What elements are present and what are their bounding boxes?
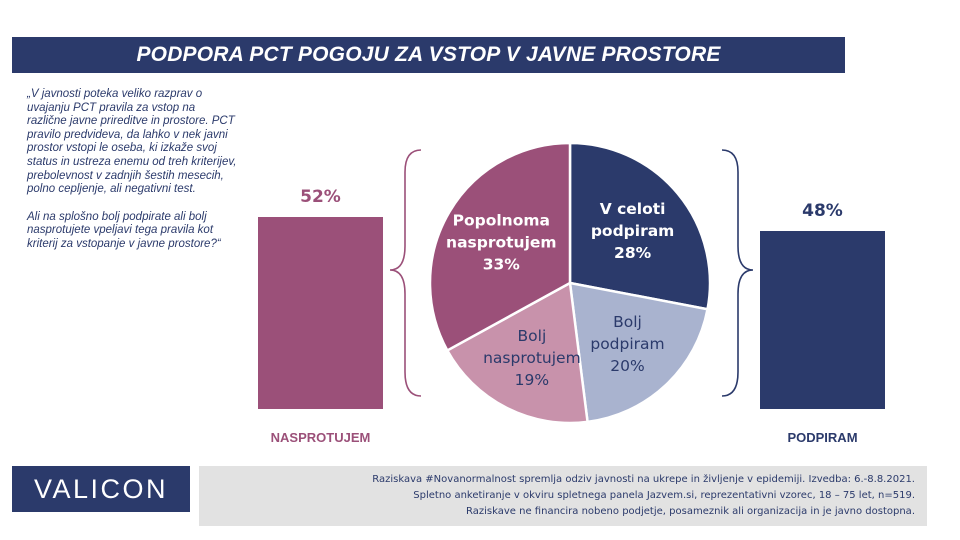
bar-value-label-podpiram: 48% (802, 201, 843, 222)
pie-chart: V celoti podpiram 28% Bolj podpiram 20%Bolj na… (428, 141, 712, 425)
pie-label-bolj-podpiram: Bolj podpiram 20% (590, 313, 664, 375)
question-paragraph-2: Ali na splošno bolj podpirate ali bolj n… (27, 210, 221, 250)
footer-note: Raziskava #Novanormalnost spremlja odziv… (199, 466, 927, 526)
bar-podpiram (760, 231, 885, 409)
footer-line-2: Spletno anketiranje v okviru spletnega p… (413, 490, 915, 501)
right-brace-icon (721, 149, 754, 397)
pie-label-bolj-nasprotujem: Bolj nasprotujem 19% (483, 327, 581, 389)
pie-label-v-celoti-podpiram: V celoti podpiram 28% (591, 200, 675, 262)
pie-slice-v-celoti-podpiram (568, 141, 712, 311)
pie-slice-popolnoma-nasprotujem (428, 141, 572, 353)
category-label-nasprotujem: NASPROTUJEM (270, 430, 371, 445)
bar-value-label-nasprotujem: 52% (300, 186, 341, 207)
question-paragraph-1: „V javnosti poteka veliko razprav o uvaj… (27, 88, 237, 196)
pie-slice-bolj-nasprotujem (445, 281, 589, 425)
footer-line-1: Raziskava #Novanormalnost spremlja odziv… (372, 474, 915, 485)
page-title: PODPORA PCT POGOJU ZA VSTOP V JAVNE PROS… (136, 43, 721, 66)
pie-slice-bolj-podpiram (568, 281, 709, 424)
category-label-podpiram: PODPIRAM (787, 430, 858, 445)
valicon-logo: VALICON (12, 466, 190, 512)
footer-line-3: Raziskave ne financira nobeno podjetje, … (466, 506, 915, 517)
logo-text: VALICON (33, 473, 169, 504)
left-brace-icon (389, 149, 422, 397)
pie-label-popolnoma-nasprotujem: Popolnoma nasprotujem 33% (446, 211, 557, 273)
bar-nasprotujem (258, 216, 383, 409)
question-text: „V javnosti poteka veliko razprav o uvaj… (27, 88, 237, 266)
title-bar: PODPORA PCT POGOJU ZA VSTOP V JAVNE PROS… (12, 37, 845, 73)
